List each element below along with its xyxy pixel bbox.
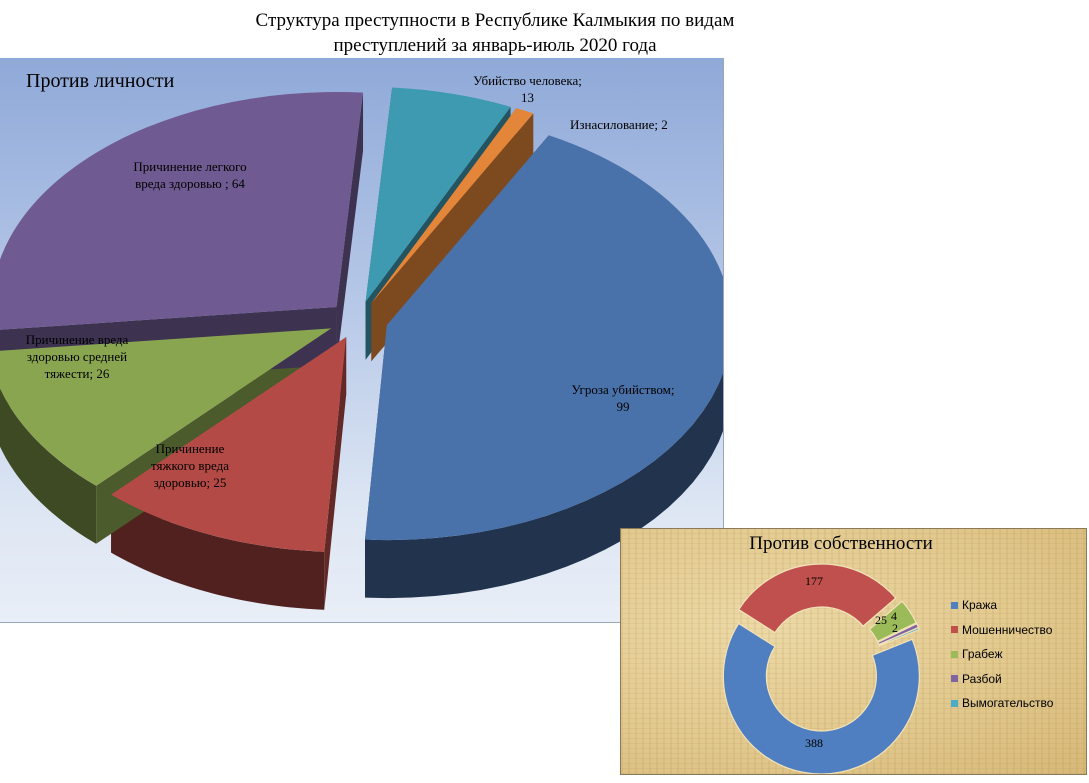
donut-slice-theft [722, 622, 920, 774]
pie-tops [0, 87, 723, 552]
donut-value-label-extortion: 2 [892, 621, 898, 635]
pie-slice-rape [371, 108, 534, 304]
pie-slice-threat-of-murder-rim [365, 373, 723, 599]
donut-slice-extortion [878, 626, 921, 647]
legend-swatch-fraud [951, 626, 958, 634]
pie-slice-murder [365, 87, 511, 302]
legend-item-assault: Разбой [951, 667, 1053, 692]
pie-slice-grievous-harm [111, 337, 347, 552]
legend-item-theft: Кража [951, 593, 1053, 618]
slice-label-murder: Убийство человека; 13 [473, 73, 582, 105]
pie-slice-threat-of-murder [365, 135, 723, 541]
legend-label-theft: Кража [962, 598, 998, 613]
pie-slice-moderate-harm-rim [0, 388, 97, 544]
slice-label-minor-harm: Причинение легкого вреда здоровью ; 64 [133, 159, 247, 191]
donut-value-label-fraud: 177 [805, 574, 823, 588]
donut-value-label-theft: 388 [805, 736, 823, 750]
legend-label-robbery: Грабеж [962, 647, 1003, 662]
slice-label-moderate-harm: Причинение вреда здоровью средней тяжест… [25, 332, 129, 381]
donut-legend: Кража Мошенничество Грабеж Разбой Вымога… [951, 593, 1053, 716]
pie-slice-grievous-harm-rim [111, 494, 325, 610]
pie-slice-minor-harm [0, 91, 364, 330]
legend-item-extortion: Вымогательство [951, 691, 1053, 716]
donut-chart-property-crimes: Против собственности 388 177 25 4 2 Краж… [620, 528, 1087, 775]
donut-slice-robbery [868, 600, 918, 643]
pie-slice-moderate-harm [0, 328, 332, 486]
legend-swatch-robbery [951, 650, 958, 658]
legend-label-extortion: Вымогательство [962, 696, 1054, 711]
slice-label-grievous-harm: Причинение тяжкого вреда здоровью; 25 [150, 441, 229, 490]
legend-label-assault: Разбой [962, 671, 1002, 686]
legend-swatch-theft [951, 601, 958, 609]
pie-chart-personal-svg [0, 87, 723, 610]
slice-label-rape: Изнасилование; 2 [570, 117, 668, 132]
pie-chart-personal-title: Против личности [26, 70, 175, 92]
donut-chart-property-title: Против собственности [749, 533, 933, 554]
donut-chart-property-svg [722, 563, 921, 774]
slice-label-threat-of-murder: Угроза убийством; 99 [571, 382, 675, 414]
legend-swatch-assault [951, 675, 958, 683]
legend-swatch-extortion [951, 699, 958, 707]
legend-label-fraud: Мошенничество [962, 622, 1053, 637]
pie-slice-grievous-harm-radial-face-0 [324, 337, 347, 610]
page-title: Структура преступности в Республике Калм… [255, 10, 735, 56]
legend-item-fraud: Мошенничество [951, 618, 1053, 643]
legend-item-robbery: Грабеж [951, 642, 1053, 667]
donut-value-label-assault: 4 [891, 609, 897, 623]
pie-slice-minor-harm-radial-face-1 [336, 92, 364, 365]
donut-value-label-robbery: 25 [875, 613, 887, 627]
pie-chart-personal-crimes: Против личности Угроза убийством; 99 При… [0, 58, 724, 623]
donut-slice-fraud [737, 563, 897, 634]
